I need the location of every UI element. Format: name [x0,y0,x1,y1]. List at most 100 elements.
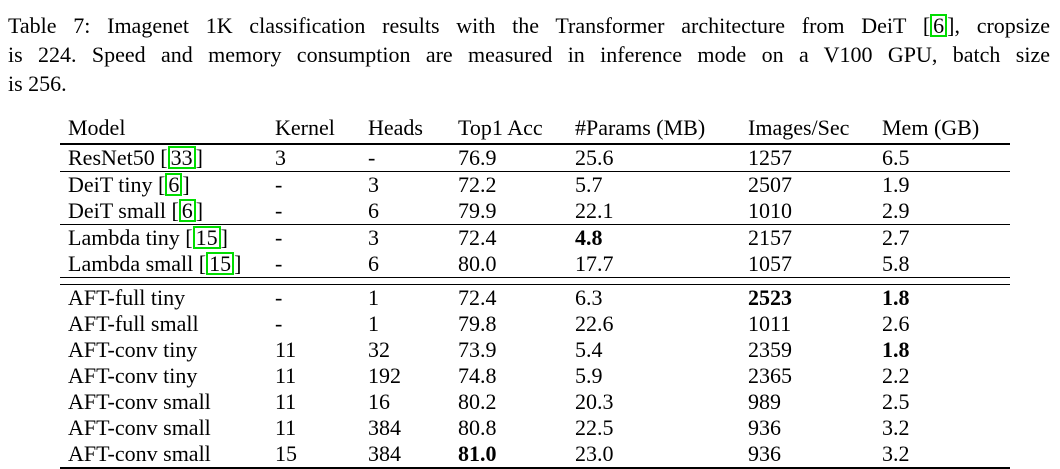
results-table: Model Kernel Heads Top1 Acc #Params (MB)… [60,113,1010,469]
value-cell: - [275,251,283,276]
value-cell: 2.6 [882,311,910,336]
value-cell: 22.6 [575,311,614,336]
value-cell: 72.4 [458,224,575,251]
value-cell: 74.8 [458,363,497,388]
value-cell: 3.2 [882,441,910,466]
value-cell: 2.2 [882,363,910,388]
value-cell: 989 [748,389,781,414]
model-cell: Lambda tiny [15] [60,224,275,251]
table-section: ResNet50 [33] 3-76.9 25.6 1257 6.5 [60,143,1010,172]
model-cell: AFT-conv tiny [68,337,198,362]
table-row: Lambda small [15] - 6 80.0 17.7 1057 5.8 [60,251,1010,278]
value-cell: 80.0 [458,251,497,276]
value-cell: 1 [368,311,379,336]
table-row: AFT-conv tiny 11 32 73.9 5.4 2359 1.8 [60,337,1010,363]
table-header: Model Kernel Heads Top1 Acc #Params (MB)… [60,113,1010,145]
value-cell: 79.8 [458,311,497,336]
value-cell: 3 [368,224,458,251]
value-cell: 1.8 [882,285,910,310]
value-cell: 4.8 [575,224,748,251]
model-cell: DeiT small [6] [68,198,204,223]
value-cell: 1010 [748,198,792,223]
value-cell: 17.7 [575,251,614,276]
value-cell: - [275,171,368,198]
table-caption: Table 7: Imagenet 1K classification resu… [0,0,1060,98]
value-cell: 72.2 [458,171,575,198]
value-cell: 2.5 [882,389,910,414]
value-cell: 3 [275,143,368,172]
model-cell: ResNet50 [33] [60,143,275,172]
value-cell: 80.2 [458,389,497,414]
header-model: Model [60,113,275,145]
caption-line: is 256. [8,71,67,96]
value-cell: 384 [368,415,401,440]
value-cell: 11 [275,337,297,362]
citation-link[interactable]: 6 [930,14,948,37]
value-cell: 3.2 [882,415,910,440]
value-cell: 6.5 [882,143,1010,172]
value-cell: - [275,311,283,336]
value-cell: - [368,143,458,172]
value-cell: 32 [368,337,390,362]
value-cell: 25.6 [575,143,748,172]
header-row: Model Kernel Heads Top1 Acc #Params (MB)… [60,113,1010,145]
value-cell: - [275,285,283,310]
value-cell: 2507 [748,171,882,198]
value-cell: 5.4 [575,337,603,362]
header-mem: Mem (GB) [882,113,1010,145]
citation-link[interactable]: 6 [165,173,183,196]
value-cell: 81.0 [458,441,497,466]
value-cell: 2523 [748,285,792,310]
value-cell: 16 [368,389,390,414]
table-section: Lambda tiny [15] -3 72.4 4.8 2157 2.7 Lambda s… [60,224,1010,278]
table-section: AFT-full tiny - 1 72.4 6.3 2523 1.8 AFT-full sm… [60,285,1010,469]
value-cell: 936 [748,441,781,466]
value-cell: 80.8 [458,415,497,440]
value-cell: 73.9 [458,337,497,362]
table-row: AFT-conv small 11 16 80.2 20.3 989 2.5 [60,389,1010,415]
value-cell: 76.9 [458,143,575,172]
model-cell: Lambda small [15] [68,251,242,276]
header-kernel: Kernel [275,113,368,145]
model-cell: AFT-full small [68,311,199,336]
header-params: #Params (MB) [575,113,748,145]
model-cell: AFT-conv small [68,441,211,466]
value-cell: 5.7 [575,171,748,198]
table-row: AFT-conv small 15 384 81.0 23.0 936 3.2 [60,441,1010,468]
citation-link[interactable]: 33 [167,146,196,169]
value-cell: 5.8 [882,251,910,276]
value-cell: 79.9 [458,198,497,223]
value-cell: 11 [275,363,297,388]
model-cell: AFT-full tiny [68,285,186,310]
value-cell: 15 [275,441,297,466]
citation-link[interactable]: 15 [192,226,221,249]
value-cell: 1.8 [882,337,910,362]
value-cell: 20.3 [575,389,614,414]
citation-link[interactable]: 15 [206,252,235,275]
table-row: Lambda tiny [15] -3 72.4 4.8 2157 2.7 [60,224,1010,251]
table-row: AFT-conv small 11 384 80.8 22.5 936 3.2 [60,415,1010,441]
value-cell: 23.0 [575,441,614,466]
header-images-per-sec: Images/Sec [748,113,882,145]
table-row: DeiT small [6] - 6 79.9 22.1 1010 2.9 [60,198,1010,225]
value-cell: 2359 [748,337,792,362]
value-cell: 6.3 [575,285,603,310]
value-cell: 2.7 [882,224,1010,251]
value-cell: 6 [368,198,379,223]
value-cell: 11 [275,389,297,414]
model-cell: DeiT tiny [6] [60,171,275,198]
table-row: AFT-conv tiny 11 192 74.8 5.9 2365 2.2 [60,363,1010,389]
value-cell: - [275,198,283,223]
table-row: AFT-full tiny - 1 72.4 6.3 2523 1.8 [60,285,1010,312]
caption-line: is 224. Speed and memory consumption are… [8,42,1050,67]
caption-line: Table 7: Imagenet 1K classification resu… [8,13,1050,38]
model-cell: AFT-conv tiny [68,363,198,388]
model-cell: AFT-conv small [68,415,211,440]
header-top1-acc: Top1 Acc [458,113,575,145]
value-cell: 72.4 [458,285,497,310]
value-cell: 22.1 [575,198,614,223]
value-cell: 384 [368,441,401,466]
citation-link[interactable]: 6 [178,199,196,222]
table-row: AFT-full small - 1 79.8 22.6 1011 2.6 [60,311,1010,337]
value-cell: 22.5 [575,415,614,440]
